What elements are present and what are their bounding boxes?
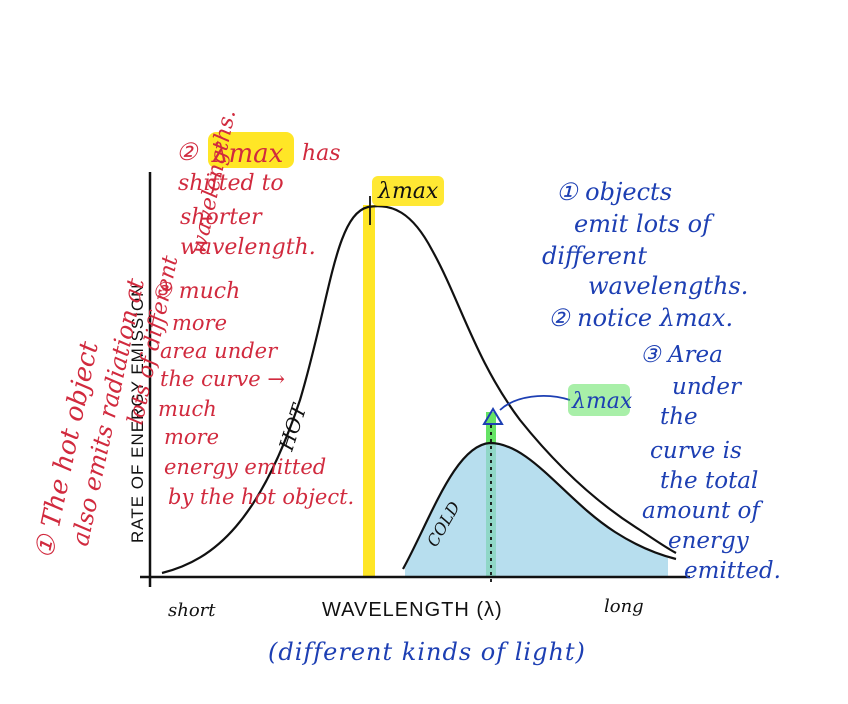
lambda-max-hot-highlight: [363, 205, 375, 577]
blue-note3-line: the: [660, 404, 698, 430]
blue-note3-line: energy: [668, 528, 750, 554]
lambda-max-cold-marker: [482, 407, 504, 425]
x-subtitle: (different kinds of light): [268, 638, 586, 666]
blue-note-3: ③ Area under the curve is the total amou…: [640, 342, 781, 584]
note3-line: energy emitted: [164, 455, 326, 479]
blue-note1-line: different: [542, 242, 647, 270]
note2-line: wavelength.: [180, 235, 316, 260]
blue-note-1: ① objects emit lots of different wavelen…: [542, 178, 748, 300]
note3-line: by the hot object.: [168, 485, 354, 509]
blue-note1-line: emit lots of: [574, 210, 715, 238]
note3-line: area under: [160, 339, 279, 363]
note3-line: more: [164, 425, 219, 449]
blue-note1-line: wavelengths.: [588, 272, 748, 300]
note2-line: shifted to: [178, 171, 284, 196]
note2-line: shorter: [180, 205, 263, 230]
note2-number: ②: [176, 138, 199, 166]
lambda-max-hot-label: λmax: [377, 179, 439, 204]
red-note-2: ② λmax has shifted to shorter wavelength…: [176, 138, 341, 260]
red-note-3: ③ much more area under the curve → much …: [152, 279, 354, 509]
y-axis-label: RATE OF ENERGY EMISSION: [128, 284, 147, 543]
note3-line: more: [172, 311, 227, 335]
lambda-max-cold-label: λmax: [571, 389, 633, 414]
lambda-max-cold-label-highlight: [568, 384, 630, 416]
note2-lambda: λmax: [211, 139, 284, 169]
cold-curve: [402, 441, 677, 570]
blue-note3-line: under: [672, 374, 743, 400]
x-short-label: short: [168, 600, 216, 621]
hot-curve: [161, 205, 677, 575]
blue-note1-line: ① objects: [556, 178, 672, 206]
note2-line: has: [302, 141, 341, 166]
note3-line: much: [158, 397, 217, 421]
blue-note3-line: emitted.: [684, 558, 781, 584]
blue-note3-line: amount of: [642, 498, 763, 524]
lambda-max-hot-label-highlight: [372, 176, 444, 206]
x-axis-label: WAVELENGTH (λ): [322, 599, 503, 621]
x-long-label: long: [604, 596, 644, 617]
blue-note3-line: the total: [660, 468, 758, 494]
cold-curve-area: [405, 443, 668, 576]
blue-note3-line: ③ Area: [640, 342, 723, 368]
note3-line: the curve →: [160, 367, 285, 391]
note3-line: ③ much: [152, 279, 240, 304]
note2-lambda-highlight: [208, 132, 294, 168]
hot-curve-label: HOT: [274, 400, 312, 455]
lambda-max-cold-pointer: [499, 395, 571, 411]
blue-note3-line: curve is: [650, 438, 742, 464]
blue-note-2: ② notice λmax.: [548, 304, 733, 332]
